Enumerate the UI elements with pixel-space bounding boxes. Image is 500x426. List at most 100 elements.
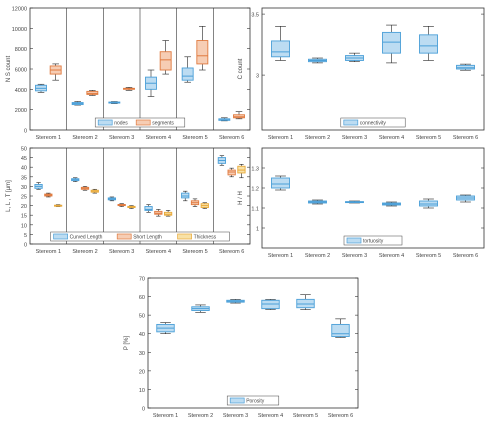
legend-label: connectivity — [360, 121, 387, 127]
box-porosity — [156, 322, 175, 335]
x-tick-label: Stereom 2 — [305, 135, 330, 141]
box-segments — [86, 90, 99, 96]
legend: Curved Length Short Length Thickness — [50, 231, 230, 242]
box-porosity — [226, 299, 245, 304]
box-short-length — [117, 203, 126, 207]
x-tick-label: Stereom 6 — [219, 135, 244, 141]
x-tick-label: Stereom 3 — [109, 135, 134, 141]
plot-area — [261, 7, 485, 131]
x-tick-label: Stereom 2 — [305, 253, 330, 259]
legend-box — [50, 231, 230, 242]
box-porosity — [261, 299, 280, 310]
x-tick-label: Stereom 1 — [36, 249, 61, 255]
y-tick-label: 1.2 — [251, 187, 259, 193]
legend-swatch — [135, 119, 151, 126]
chart-panel-4: 1 1.1 1.2 1.3 H / H Stereom 1 Stereom 2 Stereom… — [238, 147, 485, 259]
legend-swatch — [229, 397, 245, 404]
legend-label: nodes — [114, 121, 128, 127]
y-tick-label: 40 — [21, 166, 27, 172]
x-tick-label: Stereom 3 — [342, 253, 367, 259]
x-tick-label: Stereom 6 — [453, 253, 478, 259]
chart-panel-5: 0 10 20 30 40 50 60 70 P [%] Stereom 1 Stereom 2 St… — [124, 277, 359, 419]
y-tick-label: 30 — [21, 185, 27, 191]
x-tick-label: Stereom 2 — [72, 249, 97, 255]
legend-box — [226, 395, 280, 406]
chart-panel-1: 0 2000 4000 6000 8000 10000 12000 N S count Ster… — [6, 7, 251, 141]
box — [271, 40, 290, 58]
box-short-length — [80, 186, 90, 191]
y-tick-label: 45 — [21, 156, 27, 162]
x-tick-label: Stereom 6 — [453, 135, 478, 141]
legend-swatch — [343, 119, 359, 126]
y-tick-label: 20 — [139, 369, 145, 375]
box-nodes — [218, 117, 231, 122]
y-axis-label: N S count — [6, 56, 12, 83]
box-thickness — [90, 188, 99, 194]
box-connectivity — [456, 63, 475, 71]
chart-panel-2: 3 3.5 C count Stereom 1 Stereom 2 Stereom 3 St… — [238, 7, 485, 141]
box-connectivity — [382, 24, 401, 64]
y-axis-label: P [%] — [124, 336, 130, 351]
y-tick-label: 0 — [24, 129, 27, 135]
box-nodes — [71, 101, 84, 106]
y-tick-label: 1.3 — [251, 167, 259, 173]
box-porosity — [331, 318, 350, 338]
box-nodes — [108, 101, 121, 104]
x-tick-label: Stereom 5 — [416, 253, 441, 259]
y-tick-label: 6000 — [15, 68, 27, 74]
x-tick-label: Stereom 5 — [182, 135, 207, 141]
legend-swatch — [97, 119, 113, 126]
x-tick-label: Stereom 4 — [146, 249, 171, 255]
chart-panel-3: 0 5 10 15 20 25 30 35 40 45 50 L, L , T [μm] Stereom… — [6, 147, 251, 255]
plot-area — [261, 147, 485, 249]
box — [382, 31, 401, 54]
box-thickness — [163, 210, 173, 217]
x-tick-label: Stereom 4 — [379, 135, 404, 141]
box — [86, 90, 99, 95]
box — [196, 40, 209, 65]
y-tick-label: 1.1 — [251, 207, 259, 213]
y-tick-label: 20 — [21, 204, 27, 210]
y-tick-label: 12000 — [12, 7, 27, 13]
legend-box — [343, 235, 403, 246]
x-tick-label: Stereom 3 — [223, 413, 248, 419]
box-segments — [123, 87, 135, 91]
box — [233, 114, 245, 119]
box-connectivity — [271, 25, 290, 61]
y-tick-label: 1 — [256, 227, 259, 233]
legend-swatch — [53, 233, 68, 240]
x-tick-label: Stereom 1 — [268, 135, 293, 141]
box-thickness — [200, 202, 209, 209]
box-tortuosity — [271, 175, 290, 191]
x-tick-label: Stereom 4 — [379, 253, 404, 259]
box-thickness — [127, 205, 136, 209]
box-curved-length — [144, 204, 153, 213]
box — [144, 206, 153, 211]
y-axis-label: L, L , T [μm] — [6, 180, 12, 212]
y-tick-label: 0 — [24, 243, 27, 249]
y-tick-label: 2000 — [15, 108, 27, 114]
box-tortuosity — [456, 194, 475, 203]
x-tick-label: Stereom 5 — [416, 135, 441, 141]
y-tick-label: 8000 — [15, 47, 27, 53]
box-tortuosity — [419, 198, 438, 209]
box-nodes — [181, 56, 194, 83]
y-tick-label: 35 — [21, 175, 27, 181]
box — [456, 64, 475, 70]
box-curved-length — [71, 177, 80, 182]
y-tick-label: 40 — [139, 332, 145, 338]
box — [271, 177, 290, 189]
box — [419, 34, 438, 54]
box-nodes — [145, 69, 157, 97]
y-tick-label: 10 — [21, 223, 27, 229]
x-tick-label: Stereom 3 — [342, 135, 367, 141]
y-tick-label: 0 — [142, 407, 145, 413]
legend: tortuosity — [343, 235, 403, 246]
y-tick-label: 3.5 — [251, 13, 259, 19]
box — [181, 67, 194, 81]
y-tick-label: 70 — [139, 277, 145, 283]
legend-label: segments — [152, 121, 174, 127]
y-axis-label: H / H — [238, 191, 244, 205]
box-connectivity — [419, 25, 438, 61]
